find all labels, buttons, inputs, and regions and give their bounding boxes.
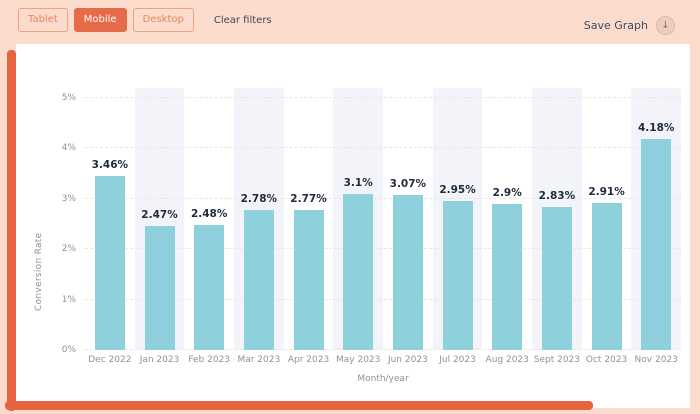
y-tick-label: 4% <box>61 143 76 154</box>
bar-value-label: 4.18% <box>638 122 675 135</box>
gridline <box>85 97 681 98</box>
bar-value-label: 2.91% <box>588 186 625 199</box>
bar[interactable] <box>94 175 125 350</box>
gridline <box>85 147 681 149</box>
bar[interactable] <box>641 139 672 350</box>
bar[interactable] <box>541 207 572 350</box>
x-tick-label: Mar 2023 <box>237 355 281 365</box>
gridline <box>85 197 681 199</box>
chart-column: 2.83% Sept 2023 <box>532 88 582 365</box>
chart-column: 2.77% Apr 2023 <box>284 88 334 365</box>
y-tick-label: 2% <box>61 244 76 255</box>
clear-filters-button[interactable]: Clear filters <box>213 14 272 26</box>
x-tick-label: May 2023 <box>336 355 381 365</box>
chart-column: 3.1% May 2023 <box>333 88 384 365</box>
x-tick-label: Dec 2022 <box>88 355 132 365</box>
bar[interactable] <box>343 193 374 350</box>
desktop-filter-button[interactable]: Desktop <box>132 8 194 32</box>
crayon-left-border <box>7 50 16 411</box>
chart-column: 2.95% Jul 2023 <box>432 88 483 365</box>
x-tick-label: Oct 2023 <box>585 355 628 365</box>
chart-column: 3.46% Dec 2022 <box>85 88 135 365</box>
bar-value-label: 2.95% <box>439 184 476 197</box>
tablet-filter-button[interactable]: Tablet <box>18 8 68 32</box>
y-tick-label: 3% <box>61 193 76 204</box>
gridline <box>85 248 681 250</box>
chart-column: 4.18% Nov 2023 <box>631 88 682 365</box>
chart-column: 2.47% Jan 2023 <box>134 88 185 365</box>
bar-value-label: 3.07% <box>389 178 427 191</box>
crayon-bottom-border <box>5 401 593 410</box>
x-axis-title: Month/year <box>357 374 409 384</box>
plot-area: 3.46% Dec 2022 2.47% Jan 2023 2.48% Feb 2023 2… <box>62 88 682 365</box>
bar[interactable] <box>591 203 622 350</box>
x-tick-label: Sept 2023 <box>533 355 581 365</box>
x-tick-label: Aug 2023 <box>485 355 529 365</box>
bar-value-label: 2.48% <box>190 208 228 221</box>
bar[interactable] <box>293 210 324 350</box>
x-tick-label: Jun 2023 <box>387 355 428 365</box>
mobile-filter-button[interactable]: Mobile <box>73 8 127 32</box>
download-circle-icon[interactable]: ↓ <box>656 16 675 35</box>
chart-column: 2.48% Feb 2023 <box>184 88 234 365</box>
bar-value-label: 2.83% <box>538 190 576 203</box>
y-tick-label: 0% <box>61 345 76 355</box>
y-tick-label: 1% <box>61 294 76 305</box>
x-tick-label: Jan 2023 <box>139 355 180 365</box>
bar[interactable] <box>442 201 473 350</box>
y-axis-title: Conversion Rate <box>34 232 44 311</box>
gridline <box>85 298 681 300</box>
bar[interactable] <box>392 195 423 350</box>
chart-column: 2.9% Aug 2023 <box>482 88 532 365</box>
bar-value-label: 2.77% <box>290 193 327 206</box>
bar[interactable] <box>492 203 523 350</box>
chart-column: 2.91% Oct 2023 <box>582 88 632 365</box>
bar-value-label: 3.1% <box>343 176 373 189</box>
save-graph-label: Save Graph <box>583 19 648 32</box>
plot-columns: 3.46% Dec 2022 2.47% Jan 2023 2.48% Feb 2023 2… <box>85 88 682 365</box>
bar[interactable] <box>144 225 175 350</box>
chart-column: 2.78% Mar 2023 <box>234 88 284 365</box>
bar[interactable] <box>243 209 274 350</box>
x-tick-label: Nov 2023 <box>634 355 678 365</box>
y-tick-label: 5% <box>61 93 76 103</box>
filter-bar: Tablet Mobile Desktop Clear filters <box>18 8 272 32</box>
gridline <box>85 349 681 350</box>
x-tick-label: Feb 2023 <box>188 355 231 365</box>
x-tick-label: Jul 2023 <box>439 355 476 365</box>
chart-column: 3.07% Jun 2023 <box>383 88 433 365</box>
bar-value-label: 2.47% <box>141 208 178 221</box>
bar[interactable] <box>194 225 225 350</box>
chart-card: Conversion Rate 3.46% Dec 2022 2.47% Jan 20… <box>16 44 690 408</box>
bar-value-label: 2.78% <box>240 192 278 205</box>
bar-value-label: 2.9% <box>492 186 522 199</box>
bar-value-label: 3.46% <box>91 158 129 171</box>
x-tick-label: Apr 2023 <box>287 355 330 365</box>
save-graph-button[interactable]: Save Graph ↓ <box>584 16 675 35</box>
